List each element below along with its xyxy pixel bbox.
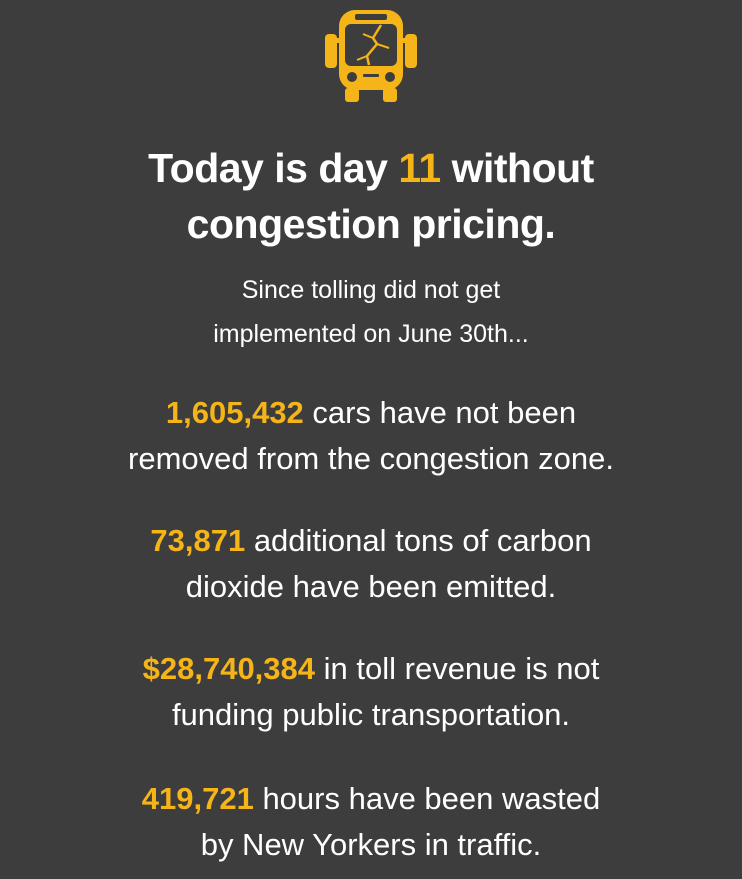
stat-hours: 419,721 hours have been wasted by New Yo… (0, 776, 742, 868)
stat-line-1: 73,871 additional tons of carbon (0, 518, 742, 564)
headline-line-1: Today is day 11 without (0, 140, 742, 196)
icon-container (0, 4, 742, 108)
headline-line-2: congestion pricing. (186, 201, 556, 247)
stat-carbon: 73,871 additional tons of carbon dioxide… (0, 518, 742, 610)
stat-value: 73,871 (150, 523, 246, 558)
headline-prefix: Today is day (148, 145, 399, 191)
day-count: 11 (398, 145, 441, 191)
subhead-line-2: implemented on June 30th... (213, 320, 529, 348)
subhead: Since tolling did not get implemented on… (0, 268, 742, 356)
stat-line-2: by New Yorkers in traffic. (200, 827, 542, 862)
stat-value: 419,721 (141, 781, 254, 816)
stat-text: hours have been wasted (253, 781, 601, 816)
stat-value: $28,740,384 (142, 651, 316, 686)
headline: Today is day 11 without congestion prici… (0, 140, 742, 252)
stat-cars: 1,605,432 cars have not been removed fro… (0, 390, 742, 482)
stat-line-2: funding public transportation. (171, 697, 571, 732)
stat-text: in toll revenue is not (315, 651, 600, 686)
headline-suffix: without (440, 145, 595, 191)
stat-line-1: 1,605,432 cars have not been (0, 390, 742, 436)
stat-line-1: 419,721 hours have been wasted (0, 776, 742, 822)
stat-line-2: dioxide have been emitted. (185, 569, 557, 604)
stat-line-1: $28,740,384 in toll revenue is not (0, 646, 742, 692)
stat-line-2: removed from the congestion zone. (128, 441, 614, 476)
stat-value: 1,605,432 (165, 395, 304, 430)
stat-text: additional tons of carbon (245, 523, 592, 558)
subhead-line-1: Since tolling did not get (241, 276, 501, 304)
stat-text: cars have not been (303, 395, 577, 430)
broken-bus-icon (325, 10, 417, 102)
stat-revenue: $28,740,384 in toll revenue is not fundi… (0, 646, 742, 738)
